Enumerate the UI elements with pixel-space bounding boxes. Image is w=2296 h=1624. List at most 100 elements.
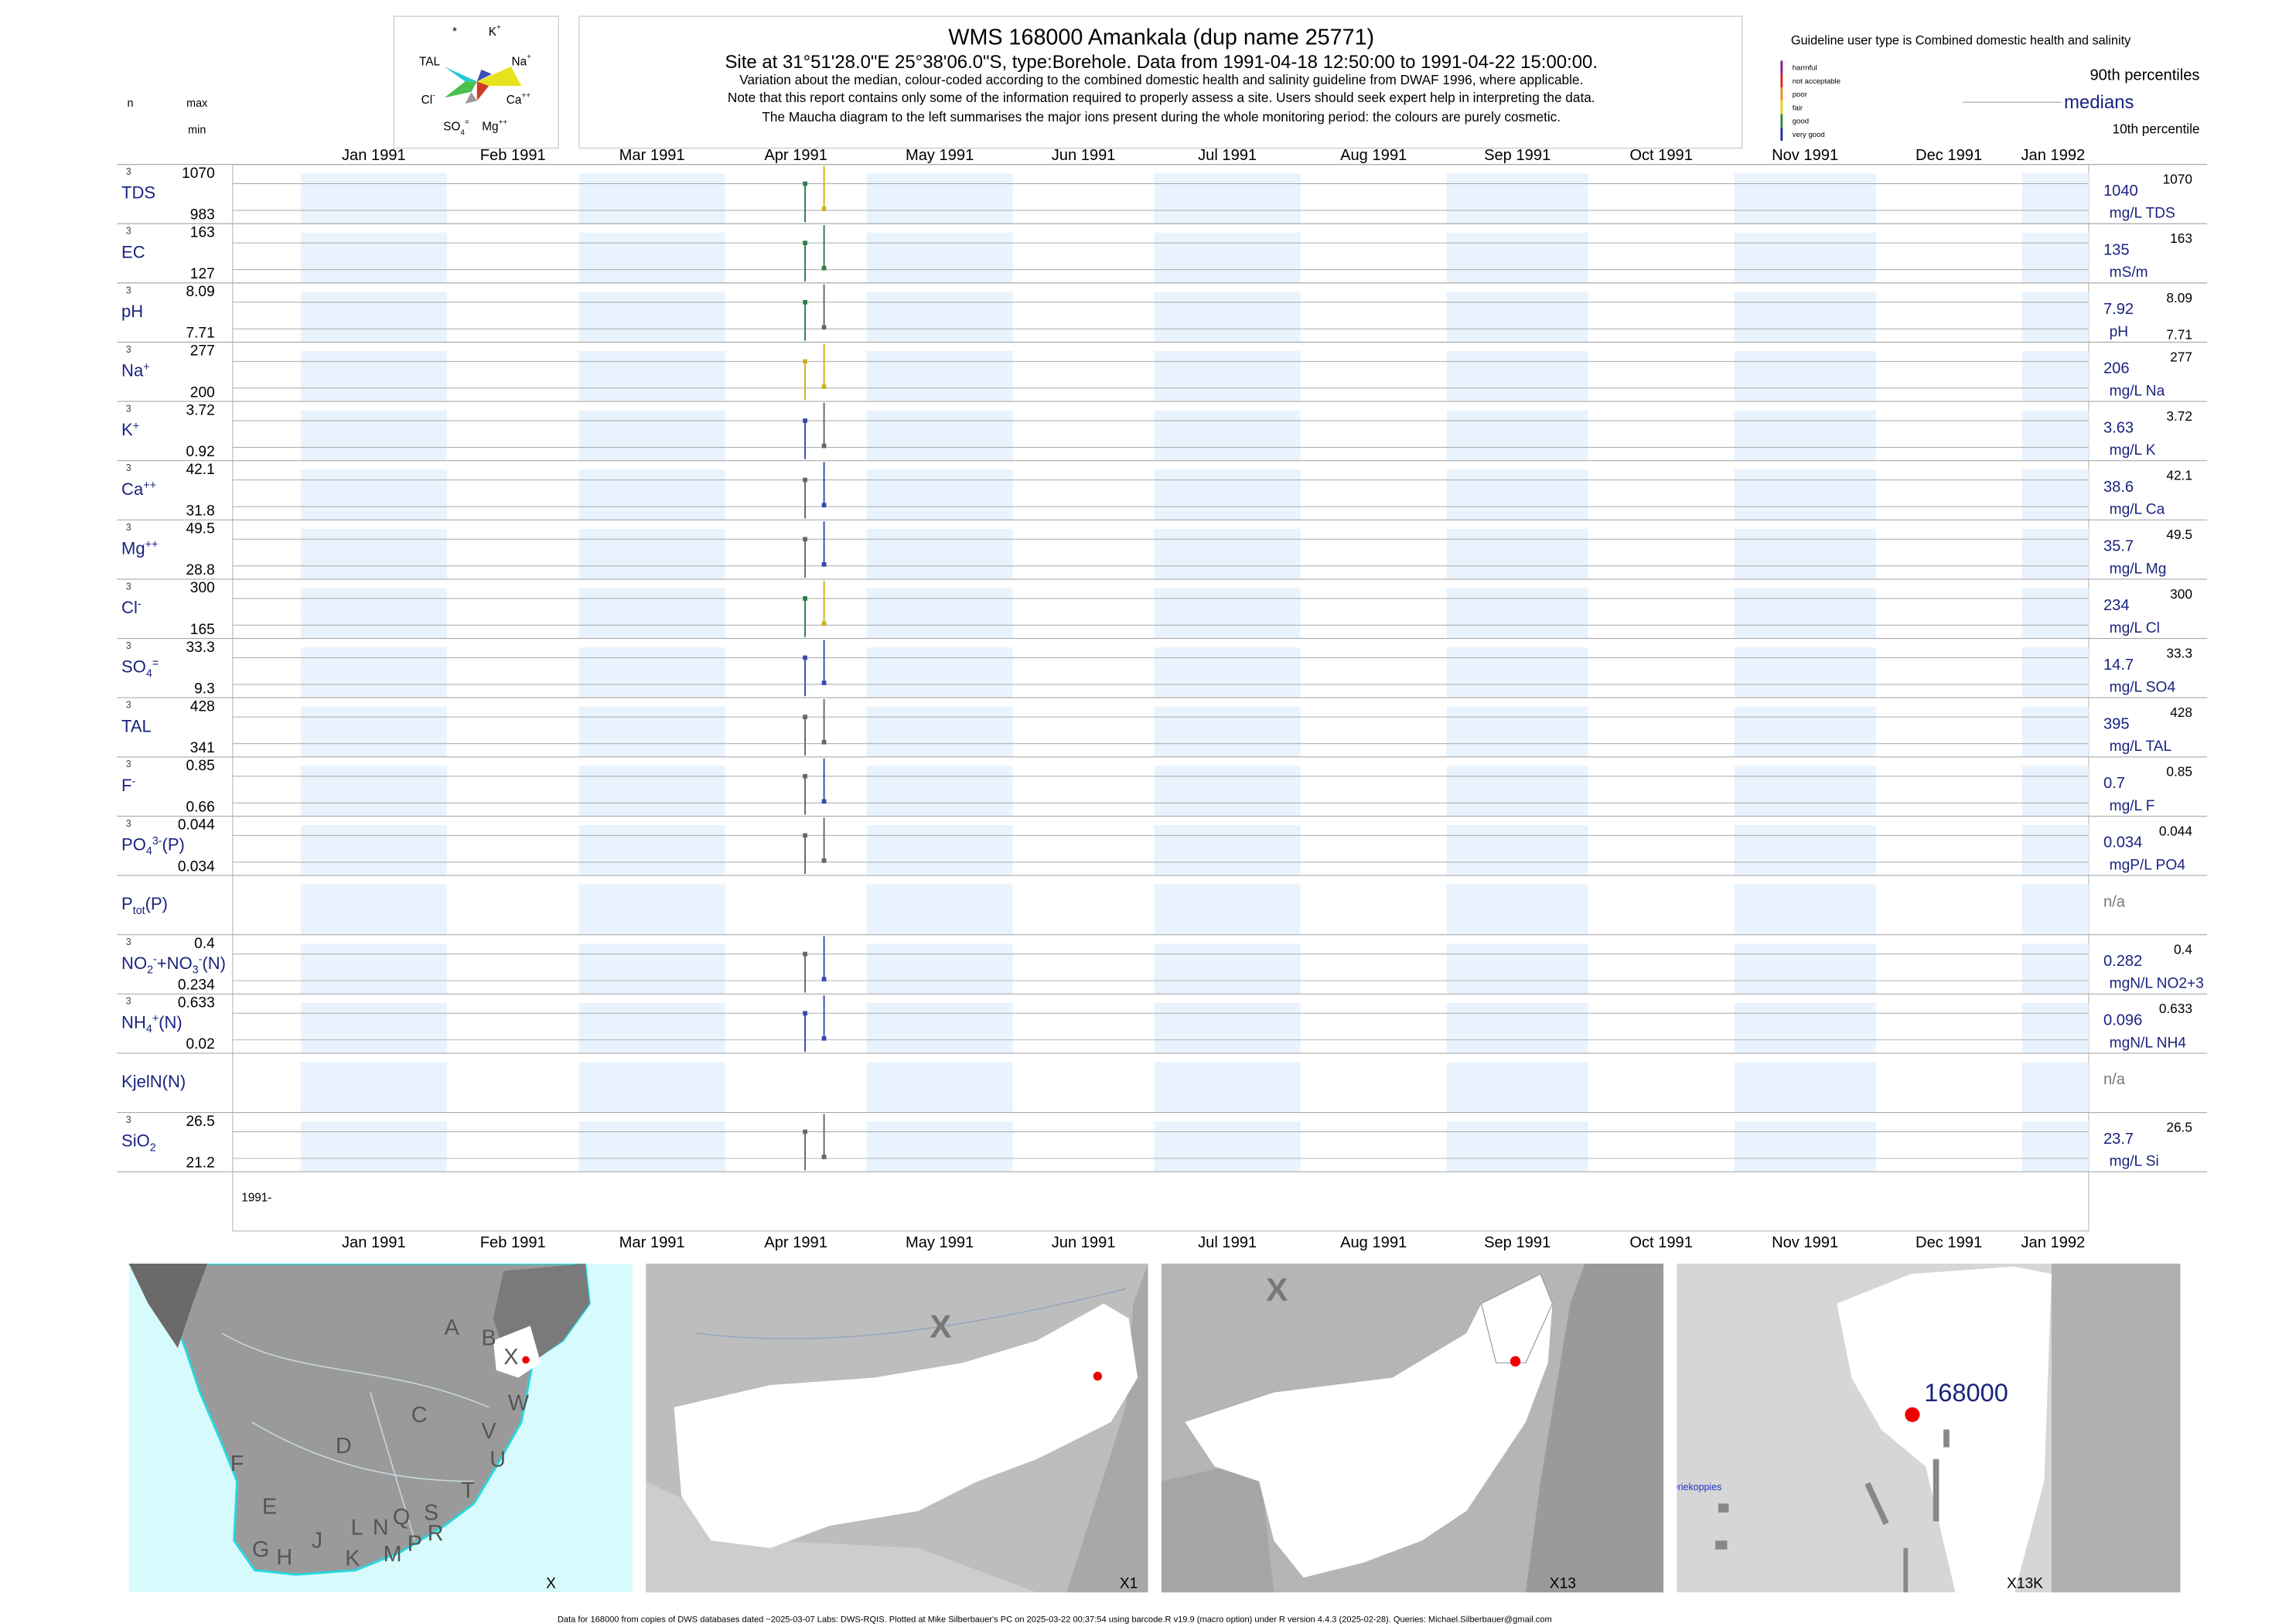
guideline-text: Guideline user type is Combined domestic… <box>1791 33 2131 47</box>
map-region-label: J <box>312 1529 322 1554</box>
row-median: 234 <box>2103 597 2130 614</box>
sample-point <box>821 325 827 330</box>
month-band <box>578 350 725 402</box>
maucha-label-part: K <box>489 26 497 39</box>
row-n: 3 <box>126 285 131 295</box>
maucha-label: Ca++ <box>507 91 531 107</box>
row-label: SiO2 <box>121 1131 156 1155</box>
row-p90: 8.09 <box>2166 290 2192 305</box>
maucha-label-part: TAL <box>419 55 440 68</box>
row-median: n/a <box>2103 893 2126 910</box>
row-label-part: 4 <box>146 845 152 858</box>
row-label-part: - <box>153 954 157 966</box>
row-n: 3 <box>126 818 131 829</box>
year-label: 1991- <box>241 1191 271 1204</box>
month-label-bottom: May 1991 <box>906 1234 974 1251</box>
month-label-bottom: Jan 1991 <box>342 1234 406 1251</box>
row-p10: 7.71 <box>2166 327 2192 343</box>
row-label: NO2-+NO3-(N) <box>121 954 226 977</box>
row-median: 1040 <box>2103 183 2138 200</box>
map-big-x: X <box>1266 1271 1288 1308</box>
month-band <box>1734 350 1876 402</box>
sample-point <box>821 681 827 685</box>
row-max: 3.72 <box>186 402 214 418</box>
row-label-part: Ca <box>121 479 144 499</box>
maucha-label: Na+ <box>512 53 532 69</box>
row-min: 0.92 <box>186 444 214 460</box>
month-band <box>866 766 1013 817</box>
row-unit: mg/L Cl <box>2110 620 2160 636</box>
row-label-part: (N) <box>202 954 226 973</box>
row-label: EC <box>121 242 145 261</box>
row-max: 42.1 <box>186 462 214 478</box>
month-label-top: May 1991 <box>906 147 974 164</box>
month-band <box>866 647 1013 698</box>
row-unit: mg/L SO4 <box>2110 680 2176 696</box>
row-n: 3 <box>126 937 131 947</box>
map-region-label: U <box>490 1447 506 1472</box>
title: WMS 168000 Amankala (dup name 25771) <box>948 25 1374 49</box>
map-caption: X13K <box>2007 1575 2043 1592</box>
map-caption: X <box>546 1575 556 1592</box>
row-label: pH <box>121 302 143 321</box>
row-min: 0.034 <box>178 858 215 875</box>
month-band <box>1154 528 1301 579</box>
month-band <box>866 410 1013 461</box>
row-max: 277 <box>190 343 215 360</box>
month-band <box>1154 292 1301 343</box>
row-unit: mgP/L PO4 <box>2110 857 2186 873</box>
row-p90: 33.3 <box>2166 645 2192 660</box>
month-band <box>866 1062 1013 1113</box>
month-band <box>2021 824 2089 876</box>
month-band <box>300 1002 447 1053</box>
row-label-part: F <box>121 776 131 795</box>
month-band <box>1734 410 1876 461</box>
month-band <box>1446 884 1588 935</box>
row-label-part: EC <box>121 242 145 261</box>
row-n: 3 <box>126 1114 131 1125</box>
month-label-bottom: Dec 1991 <box>1916 1234 1982 1251</box>
month-band <box>1734 1062 1876 1113</box>
row-label-part: 4 <box>146 667 152 680</box>
month-band <box>866 469 1013 520</box>
row-min: 165 <box>190 622 215 638</box>
month-band <box>1154 588 1301 639</box>
row-unit: mg/L Na <box>2110 383 2165 399</box>
month-band <box>1446 647 1588 698</box>
row-p90: 300 <box>2170 586 2192 602</box>
month-band <box>300 588 447 639</box>
month-band <box>2021 469 2089 520</box>
month-band <box>578 173 725 224</box>
row-label-part: (P) <box>145 894 168 913</box>
month-band <box>578 528 725 579</box>
row-label-part: SO <box>121 657 146 677</box>
maucha-label-part: - <box>432 91 435 100</box>
row-min: 0.02 <box>186 1036 214 1053</box>
row-label: Ca++ <box>121 479 156 499</box>
month-band <box>1446 173 1588 224</box>
row-label: NH4+(N) <box>121 1012 183 1035</box>
row-unit: mg/L K <box>2110 442 2156 459</box>
month-band <box>2021 173 2089 224</box>
legend-swatch <box>1780 60 1783 74</box>
n-header: n <box>128 97 134 110</box>
row-p90: 0.044 <box>2159 823 2193 838</box>
month-band <box>2021 647 2089 698</box>
row-label-part: (P) <box>162 835 185 855</box>
row-min: 28.8 <box>186 562 214 578</box>
row-median: 3.63 <box>2103 419 2134 436</box>
month-band <box>1154 706 1301 757</box>
row-label-part: NO <box>121 954 147 973</box>
row-label: SO4= <box>121 657 159 681</box>
row-min: 7.71 <box>186 326 214 342</box>
row-label-part: ++ <box>143 479 156 492</box>
month-band <box>1154 410 1301 461</box>
row-label-part: pH <box>121 302 143 321</box>
month-band <box>578 766 725 817</box>
month-band <box>578 824 725 876</box>
maucha-label-part: Cl <box>421 94 432 107</box>
month-band <box>2021 884 2089 935</box>
map-region-label: D <box>336 1434 352 1459</box>
row-n: 3 <box>126 996 131 1007</box>
maucha-label: Cl- <box>421 91 435 107</box>
